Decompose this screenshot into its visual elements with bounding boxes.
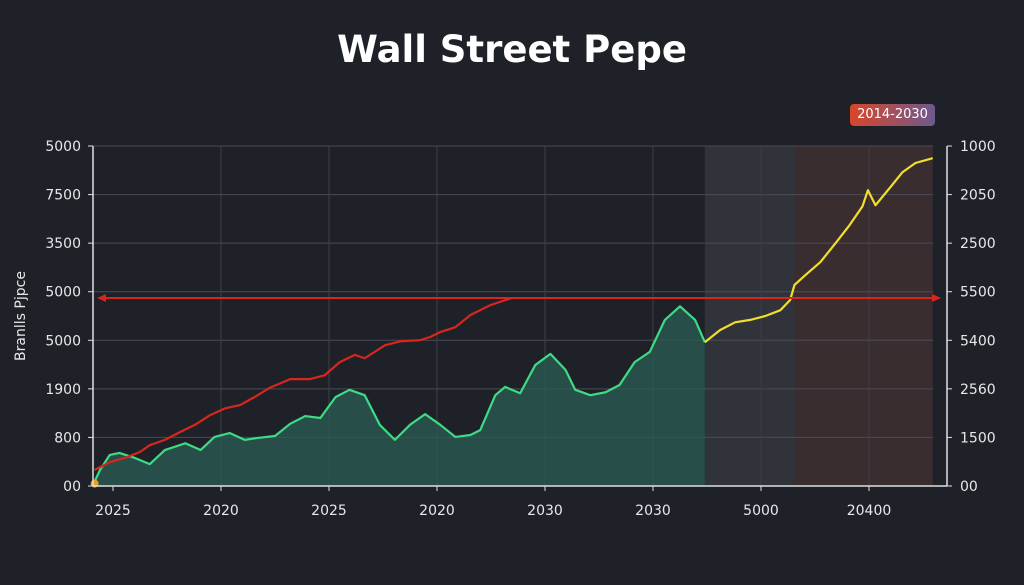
series-area-fill: [92, 306, 705, 486]
x-tick-label: 20400: [847, 503, 892, 519]
arrow-right-icon: [932, 294, 941, 303]
arrow-left-icon: [97, 294, 106, 303]
shaded-band: [704, 146, 795, 486]
x-tick-label: 2025: [311, 503, 347, 519]
x-tick-label: 2020: [419, 503, 455, 519]
y-left-tick-label: 800: [54, 430, 81, 446]
chart-title: Wall Street Pepe: [337, 28, 687, 71]
x-tick-label: 2030: [527, 503, 563, 519]
y-left-tick-label: 5000: [45, 285, 81, 301]
series-line-green: [91, 305, 706, 487]
x-tick-label: 2020: [203, 503, 239, 519]
y-left-tick-label: 5000: [45, 333, 81, 349]
shaded-band: [794, 146, 933, 486]
date-range-badge[interactable]: 2014-2030: [850, 104, 935, 126]
y-right-tick-label: 1500: [960, 430, 996, 446]
y-right-tick-label: 5400: [960, 333, 996, 349]
y-right-tick-label: 5500: [960, 285, 996, 301]
y-left-tick-label: 3500: [45, 236, 81, 252]
x-tick-label: 2030: [635, 503, 671, 519]
y-right-tick-label: 2050: [960, 188, 996, 204]
x-tick-label: 5000: [743, 503, 779, 519]
x-tick-label: 2025: [95, 503, 131, 519]
y-right-tick-label: 2560: [960, 382, 996, 398]
y-left-tick-label: 5000: [45, 139, 81, 155]
y-left-tick-label: 1900: [45, 382, 81, 398]
y-axis-label: Branlls Pjpce: [13, 271, 29, 361]
y-right-tick-label: 2500: [960, 236, 996, 252]
series-line-red: [94, 296, 512, 471]
y-right-tick-label: 1000: [960, 139, 996, 155]
y-left-tick-label: 7500: [45, 188, 81, 204]
y-right-tick-label: 00: [960, 479, 978, 495]
y-left-tick-label: 00: [63, 479, 81, 495]
